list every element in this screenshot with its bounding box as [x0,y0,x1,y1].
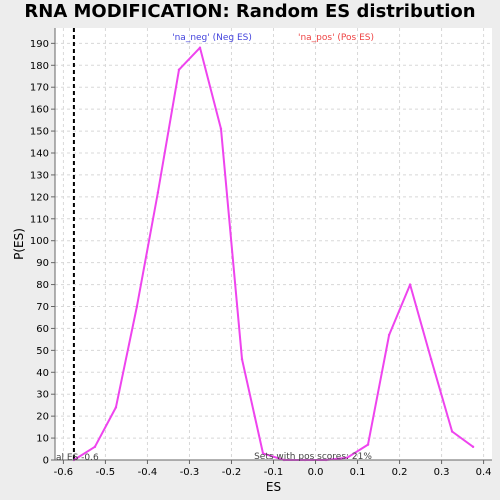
y-tick-label: 50 [36,346,49,357]
y-tick-label: 190 [30,39,49,50]
data-point [219,127,223,131]
y-tick-label: 30 [36,390,49,401]
y-tick-label: 100 [30,236,49,247]
actual-es-annotation: al ES -0.6 [56,453,99,463]
data-point [135,305,139,308]
y-tick-label: 110 [30,214,49,225]
data-point [429,357,433,361]
y-tick-label: 20 [36,412,49,423]
data-point [387,333,391,337]
data-point [198,46,202,49]
data-point [261,452,265,455]
y-tick-label: 10 [36,434,49,445]
y-tick-label: 80 [36,280,49,291]
x-tick-label: 0.3 [434,467,450,478]
x-tick-label: -0.1 [264,467,284,478]
y-tick-label: 180 [30,61,49,72]
y-tick-label: 130 [30,170,49,181]
data-point [93,445,97,449]
x-axis-title: ES [266,480,281,494]
y-tick-label: 140 [30,148,49,159]
text-layer: 0 10 20 30 40 50 60 70 80 90 100 110 120 130 140 150 160… [12,33,492,494]
series-line [73,46,474,461]
y-tick-label: 170 [30,83,49,94]
y-axis-title: P(ES) [12,228,26,260]
y-tick-label: 120 [30,192,49,203]
y-tick-label: 150 [30,127,49,138]
y-tick-label: 70 [36,302,49,313]
data-point [366,443,370,446]
x-tick-label: -0.2 [222,467,242,478]
chart-title: RNA MODIFICATION: Random ES distribution [24,1,476,22]
data-point [450,430,454,433]
x-tick-label: -0.5 [96,467,116,478]
axis-layer [51,28,492,464]
grid-layer [55,28,492,460]
x-tick-label: 0.0 [308,467,324,478]
data-point [177,68,181,71]
data-point [345,456,349,460]
data-point [408,283,412,286]
y-tick-label: 160 [30,105,49,116]
x-tick-label: -0.3 [180,467,200,478]
data-point [471,445,475,449]
legend-entry: 'na_pos' (Pos ES) [298,33,374,43]
data-point [114,406,118,409]
y-tick-label: 60 [36,324,49,335]
x-tick-label: -0.6 [54,467,74,478]
x-tick-label: 0.2 [392,467,408,478]
x-tick-label: -0.4 [138,467,158,478]
data-point [156,191,160,194]
x-tick-label: 0.4 [476,467,492,478]
y-tick-label: 40 [36,368,49,379]
y-tick-label: 90 [36,258,49,269]
data-point [240,357,244,361]
legend-entry: 'na_neg' (Neg ES) [172,33,252,43]
pos-scores-annotation: Sets with pos scores: 21% [254,452,372,462]
y-tick-label: 0 [43,456,49,467]
x-tick-label: 0.1 [350,467,366,478]
